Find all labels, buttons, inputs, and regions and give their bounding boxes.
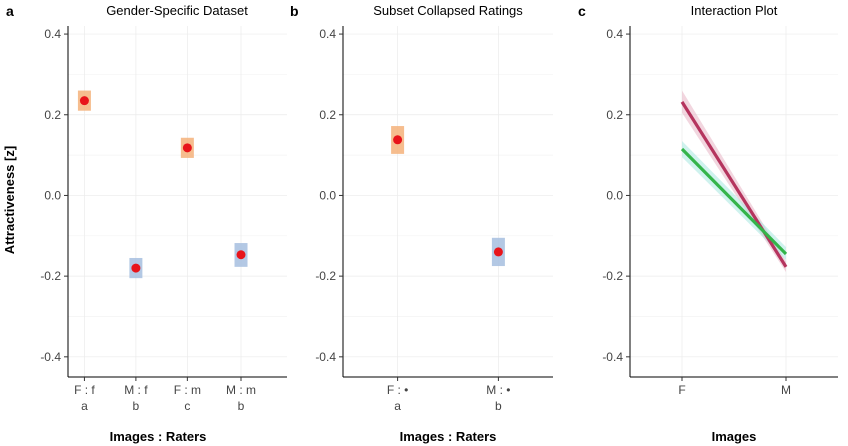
y-tick-label: 0.2: [44, 108, 61, 122]
y-tick-label: 0.4: [606, 27, 623, 41]
mean-point: [131, 263, 141, 273]
y-tick-label: -0.2: [602, 269, 623, 283]
series-line-red: [680, 100, 788, 268]
series-line-green: [680, 147, 788, 256]
group-letter-label: a: [394, 399, 401, 413]
x-tick-label: M : •: [486, 383, 510, 397]
y-tick-label: 0.4: [319, 27, 336, 41]
y-tick-label: 0.2: [606, 108, 623, 122]
group-letter-label: a: [81, 399, 88, 413]
x-tick-label: M : m: [226, 383, 256, 397]
x-axis-title-a: Images : Raters: [110, 429, 207, 444]
mean-point: [393, 135, 403, 145]
panel-b: b Subset Collapsed Ratings Images : Rate…: [290, 3, 553, 444]
x-axis-title-c: Images: [712, 429, 757, 444]
panel-letter-c: c: [578, 3, 586, 19]
y-tick-label: -0.4: [315, 350, 336, 364]
grid-lines: [630, 26, 838, 377]
x-tick-label: F: [678, 383, 685, 397]
mean-point: [182, 143, 192, 153]
y-tick-label: 0.0: [319, 188, 336, 202]
mean-point: [79, 96, 89, 106]
panel-title-b: Subset Collapsed Ratings: [373, 3, 523, 18]
mean-point: [493, 247, 503, 257]
y-tick-label: 0.0: [606, 188, 623, 202]
mean-point: [236, 250, 246, 260]
x-tick-label: M: [781, 383, 791, 397]
group-letter-label: b: [133, 399, 140, 413]
group-letter-label: c: [184, 399, 190, 413]
panel-title-a: Gender-Specific Dataset: [106, 3, 248, 18]
y-tick-label: -0.4: [40, 350, 61, 364]
y-tick-label: -0.2: [315, 269, 336, 283]
group-letter-label: b: [495, 399, 502, 413]
panel-c: c Interaction Plot Images -0.4 -0.2 0.0 0.2…: [578, 3, 838, 444]
x-tick-label: M : f: [124, 383, 148, 397]
x-tick-label: F : •: [387, 383, 409, 397]
x-tick-label: F : f: [74, 383, 95, 397]
y-tick-label: 0.0: [44, 188, 61, 202]
y-tick-label: -0.4: [602, 350, 623, 364]
grid-lines: [343, 26, 553, 377]
y-tick-label: -0.2: [40, 269, 61, 283]
panel-a: a Gender-Specific Dataset Images : Rater…: [6, 3, 287, 444]
y-axis-title: Attractiveness [z]: [2, 146, 17, 254]
x-axis-title-b: Images : Raters: [400, 429, 497, 444]
x-tick-label: F : m: [174, 383, 201, 397]
y-tick-label: 0.4: [44, 27, 61, 41]
panel-title-c: Interaction Plot: [691, 3, 778, 18]
y-tick-label: 0.2: [319, 108, 336, 122]
panel-letter-b: b: [290, 3, 299, 19]
panel-letter-a: a: [6, 3, 14, 19]
grid-lines: [68, 26, 287, 377]
group-letter-label: b: [238, 399, 245, 413]
